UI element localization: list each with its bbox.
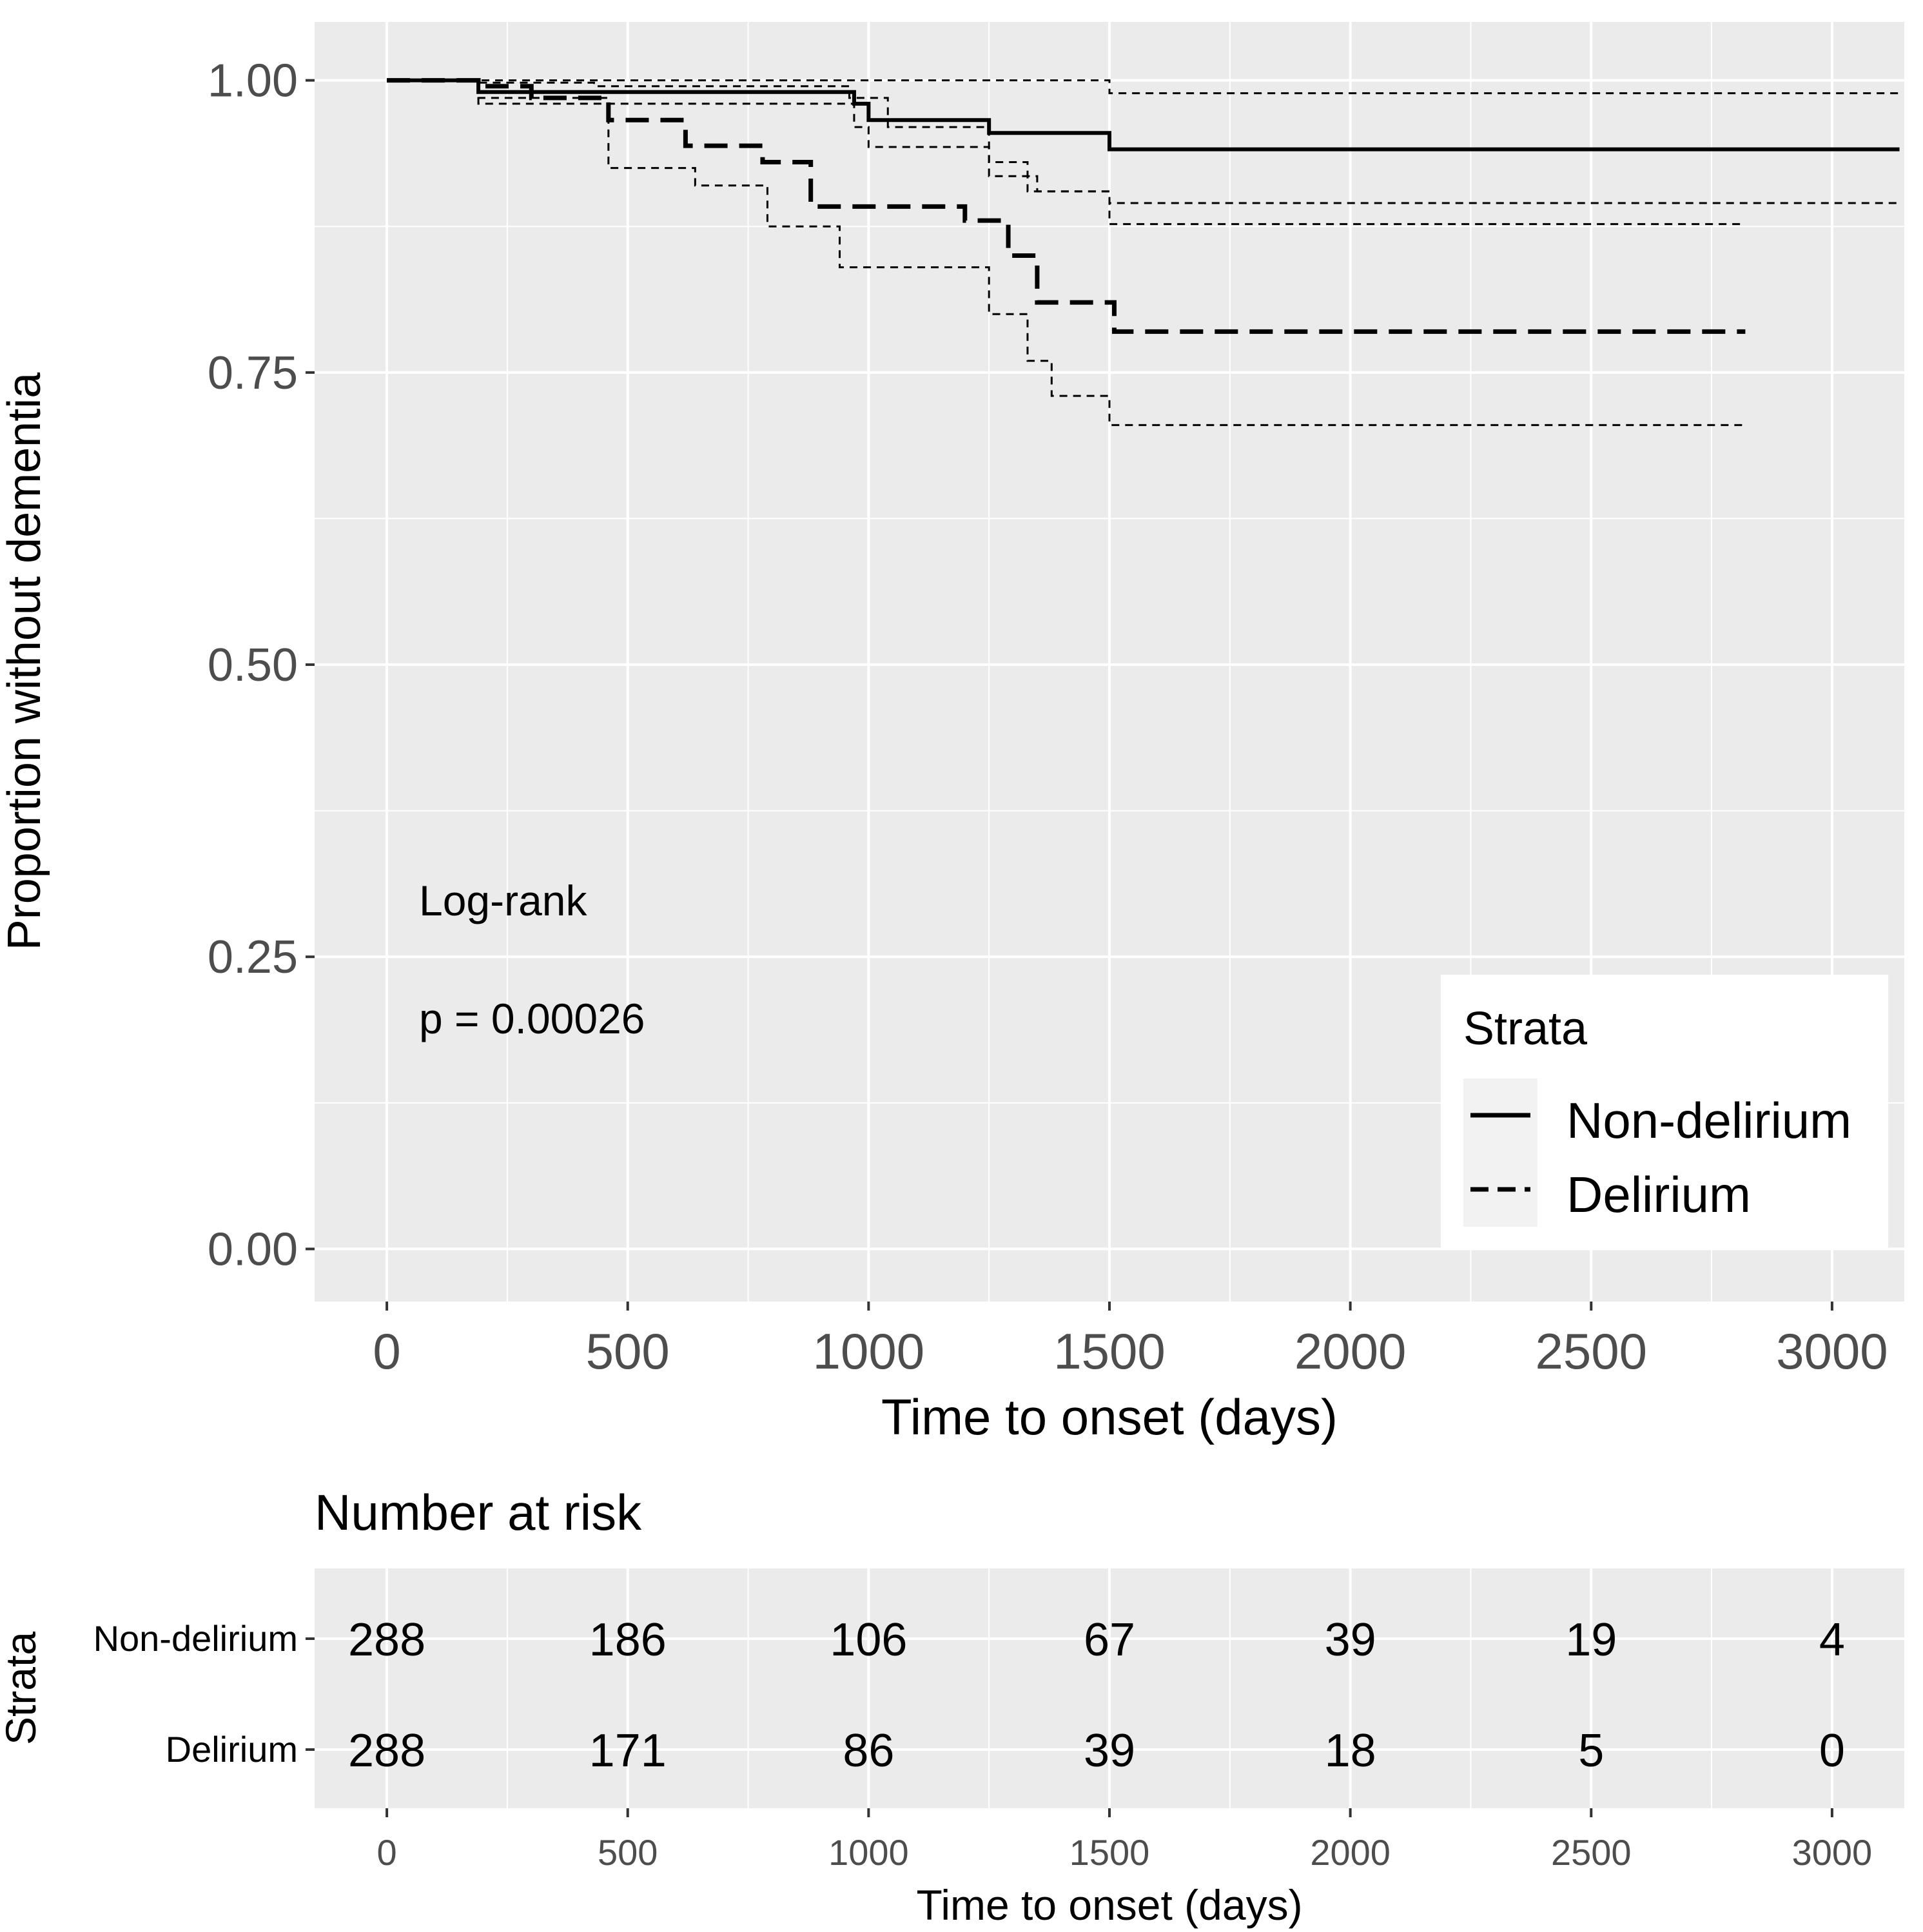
km-series-delirium [387,78,1746,334]
legend-title: Strata [1463,1003,1588,1055]
log-rank-label: Log-rank [419,877,587,924]
km-x-tick-label: 1000 [813,1323,925,1380]
risk-table-cell: 288 [348,1614,425,1666]
risk-table-row-label: Delirium [166,1729,298,1770]
km-series-delirium-upper-ci [387,79,1746,226]
km-y-tick-label: 0.00 [208,1224,298,1275]
risk-table-cell: 67 [1084,1614,1135,1666]
km-series-non-delirium-lower-ci [387,79,1900,204]
risk-table-x-tick-label: 0 [377,1832,397,1873]
risk-table-cell: 186 [589,1614,667,1666]
risk-table-x-axis-title: Time to onset (days) [916,1881,1302,1929]
risk-table-cell: 5 [1578,1725,1604,1777]
risk-table-cell: 288 [348,1725,425,1777]
risk-table-row-label: Non-delirium [93,1618,298,1659]
risk-table-x-tick-label: 2500 [1551,1832,1632,1873]
risk-table-x-tick-label: 1000 [828,1832,909,1873]
km-x-tick-label: 2000 [1294,1323,1407,1380]
risk-table-gridlines [315,1568,1904,1808]
risk-table-cell: 4 [1819,1614,1845,1666]
km-x-tick-label: 3000 [1776,1323,1888,1380]
legend-label-non-delirium: Non-delirium [1567,1092,1851,1149]
legend-label-delirium: Delirium [1567,1166,1751,1223]
km-x-tick-label: 2500 [1536,1323,1648,1380]
km-y-tick-label: 0.75 [208,347,298,399]
risk-table-cell: 18 [1325,1725,1376,1777]
risk-table-x-axis: 0 500 1000 1500 2000 2500 3000 [377,1808,1873,1873]
risk-table-cell: 106 [830,1614,907,1666]
km-x-axis-title: Time to onset (days) [881,1389,1338,1445]
p-value-label: p = 0.00026 [419,995,645,1042]
km-series-non-delirium [387,78,1900,151]
risk-table-y-axis-title: Strata [0,1632,44,1745]
risk-table-cell: 0 [1819,1725,1845,1777]
km-x-tick-label: 1500 [1053,1323,1166,1380]
risk-table-x-tick-label: 1500 [1069,1832,1150,1873]
km-x-tick-label: 500 [586,1323,670,1380]
risk-table-cell: 86 [843,1725,894,1777]
risk-table-cell: 39 [1084,1725,1135,1777]
km-y-tick-label: 0.25 [208,932,298,983]
km-y-tick-label: 0.50 [208,639,298,691]
risk-table-cell: 39 [1325,1614,1376,1666]
risk-table-x-tick-label: 3000 [1792,1832,1873,1873]
risk-table-cell: 171 [589,1725,667,1777]
km-y-axis-title: Proportion without dementia [0,372,50,950]
risk-table-rows: Non-delirium 288 186 106 67 39 19 4 Delirium 288 1… [93,1614,1845,1777]
risk-table-title: Number at risk [315,1484,642,1541]
risk-table-cell: 19 [1565,1614,1617,1666]
km-y-axis: 0.00 0.25 0.50 0.75 1.00 [208,55,315,1275]
km-series-non-delirium-upper-ci [387,79,1900,95]
km-x-tick-label: 0 [373,1323,400,1380]
risk-table-x-tick-label: 2000 [1310,1832,1391,1873]
km-y-tick-label: 1.00 [208,55,298,107]
legend: Strata Non-delirium Delirium [1441,975,1888,1249]
km-survival-curves [387,78,1900,334]
km-x-axis: 0 500 1000 1500 2000 2500 3000 [373,1302,1888,1380]
risk-table-x-tick-label: 500 [598,1832,658,1873]
